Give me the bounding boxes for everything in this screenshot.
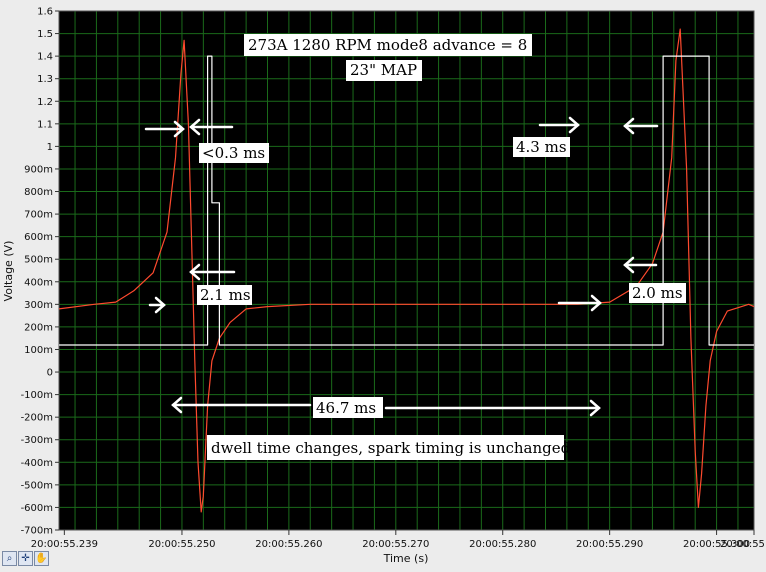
crosshair-icon[interactable]: ✛ (18, 551, 33, 566)
annotation-delay-left-text: 2.1 ms (200, 286, 251, 304)
arrow-left-delay-right (623, 256, 658, 274)
annotation-dwell-long-text: 4.3 ms (516, 138, 567, 156)
y-axis-title: Voltage (V) (2, 241, 15, 302)
x-tick-labels: 20:00:55.239 20:00:55.250 20:00:55.260 20:0… (31, 530, 765, 550)
y-tick-label: 0 (47, 368, 53, 379)
annotation-delay-left: 2.1 ms (197, 285, 252, 305)
y-tick-label: -400m (21, 458, 53, 469)
y-tick-label: 1.5 (37, 29, 53, 40)
y-tick-label: 1.6 (37, 7, 53, 18)
x-tick-label: 20:00:55.300 (683, 539, 750, 550)
y-tick-label: -600m (21, 503, 53, 514)
series-line-2 (59, 55, 754, 346)
y-tick-label: 800m (24, 187, 53, 198)
y-tick-label: 400m (24, 277, 53, 288)
y-tick-label: 1.1 (37, 119, 53, 130)
y-tick-label: 200m (24, 322, 53, 333)
x-tick-label: 20:00:55.250 (148, 539, 215, 550)
arrow-right-delay-left (148, 296, 166, 314)
x-axis-title: Time (s) (383, 552, 429, 565)
x-tick-label: 20:00:55.239 (31, 539, 98, 550)
annotation-dwell-short: <0.3 ms (199, 143, 269, 163)
graph-toolbar: ⌕ ✛ ✋ (2, 551, 49, 566)
y-tick-label: 500m (24, 255, 53, 266)
annotation-dwell-short-text: <0.3 ms (202, 144, 265, 162)
x-tick-label: 20:00:55.270 (362, 539, 429, 550)
arrow-left-dwell-short (189, 118, 234, 136)
arrow-left-delay (189, 263, 236, 281)
y-tick-label: 1.4 (37, 52, 53, 63)
y-tick-label: -700m (21, 526, 53, 537)
hand-icon[interactable]: ✋ (34, 551, 49, 566)
annotation-title: 273A 1280 RPM mode8 advance = 8 23" MAP (244, 34, 532, 81)
x-tick-label: 20:00:55.280 (469, 539, 536, 550)
y-tick-label: 1 (47, 142, 53, 153)
y-tick-label: -500m (21, 480, 53, 491)
arrow-period-right (384, 399, 601, 417)
arrow-period-left (171, 396, 312, 414)
annotation-period: 46.7 ms (313, 397, 383, 418)
annotation-delay-right: 2.0 ms (629, 283, 686, 303)
y-tick-label: 1.3 (37, 74, 53, 85)
x-tick-label: 20:00:55.290 (576, 539, 643, 550)
y-tick-label: -100m (21, 390, 53, 401)
annotation-period-text: 46.7 ms (316, 399, 376, 417)
y-tick-label: 700m (24, 210, 53, 221)
data-series (58, 28, 755, 513)
x-tick-label: 20:00:55.260 (255, 539, 322, 550)
annotation-title-line1: 273A 1280 RPM mode8 advance = 8 (248, 36, 527, 54)
annotation-dwell-long: 4.3 ms (513, 137, 570, 157)
arrow-right-dwell-short (144, 120, 185, 138)
y-tick-label: 900m (24, 164, 53, 175)
series-line-1 (58, 28, 755, 513)
annotation-delay-right-text: 2.0 ms (632, 284, 683, 302)
y-tick-label: 100m (24, 345, 53, 356)
y-tick-label: -300m (21, 435, 53, 446)
y-tick-label: -200m (21, 413, 53, 424)
arrow-right-delay-right (557, 294, 602, 312)
annotation-conclusion-text: dwell time changes, spark timing is unch… (211, 439, 571, 457)
arrow-right-dwell-long (538, 116, 580, 134)
y-tick-labels: 1.6 1.5 1.4 1.3 1.2 1.1 1 900m 800m 700m 600m 500m 4… (21, 7, 59, 537)
zoom-icon[interactable]: ⌕ (2, 551, 17, 566)
y-tick-label: 1.2 (37, 97, 53, 108)
annotation-conclusion: dwell time changes, spark timing is unch… (207, 435, 571, 460)
arrow-left-dwell-long (623, 117, 659, 135)
y-tick-label: 600m (24, 232, 53, 243)
plot-frame (58, 10, 755, 531)
annotation-title-line2: 23" MAP (350, 61, 417, 79)
x-tick-label: 20:00:55 (720, 539, 765, 550)
y-tick-label: 300m (24, 300, 53, 311)
